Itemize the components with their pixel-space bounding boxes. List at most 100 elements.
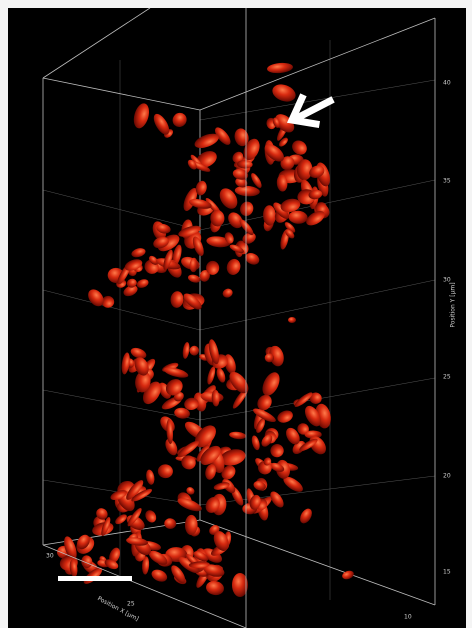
cell-blob xyxy=(205,464,216,480)
cell-blob xyxy=(309,165,325,178)
cell-blob xyxy=(285,229,295,239)
cell-blob xyxy=(239,219,254,236)
cell-blob xyxy=(124,259,143,271)
cell-blob xyxy=(163,367,189,378)
cell-blob xyxy=(134,357,149,376)
cell-blob xyxy=(213,482,230,490)
cell-blob xyxy=(166,419,173,445)
cell-blob xyxy=(131,248,146,258)
cell-blob xyxy=(243,138,260,161)
cell-blob xyxy=(264,144,284,162)
cell-blob xyxy=(148,255,159,265)
cell-blob xyxy=(165,379,183,396)
cell-blob xyxy=(187,274,201,283)
cell-blob xyxy=(189,257,198,273)
cell-blob xyxy=(272,84,296,102)
cell-blob xyxy=(133,103,150,129)
cell-blob xyxy=(232,169,249,180)
cell-blob xyxy=(174,407,190,419)
cell-blob xyxy=(142,556,150,575)
z-axis: 10 xyxy=(404,614,412,621)
y-tick-label: 20 xyxy=(443,473,451,480)
y-tick-label: 40 xyxy=(443,80,451,87)
cell-blob xyxy=(284,222,296,233)
cell-blob xyxy=(229,244,244,254)
cell-blob xyxy=(228,212,243,229)
cell-blob xyxy=(177,440,200,458)
cell-blob xyxy=(249,494,261,510)
cell-blob xyxy=(148,550,168,565)
cell-blob xyxy=(126,278,137,288)
cell-blob xyxy=(210,209,225,227)
cell-blob xyxy=(232,151,244,163)
cell-blob xyxy=(187,159,197,170)
cell-blob xyxy=(297,423,309,435)
cell-blob xyxy=(253,408,276,423)
cell-blob xyxy=(283,476,303,492)
cell-blob xyxy=(315,202,327,214)
cell-blob xyxy=(146,469,155,485)
cell-blob xyxy=(232,573,248,597)
cell-blob xyxy=(270,462,285,472)
cell-blob xyxy=(221,465,236,480)
cell-blob xyxy=(240,201,254,216)
box-edge xyxy=(42,7,151,79)
box-edge xyxy=(42,544,247,628)
cell-blob xyxy=(194,425,216,448)
cell-blob xyxy=(206,260,220,275)
cell-blob xyxy=(304,430,322,439)
cell-blob xyxy=(172,112,187,128)
y-tick-label: 30 xyxy=(443,277,451,284)
cell-blob xyxy=(206,236,231,248)
cell-blob xyxy=(257,394,272,411)
z-tick-label: 10 xyxy=(404,614,412,621)
cell-blob xyxy=(205,497,220,513)
cell-blob xyxy=(251,173,262,188)
cell-blob xyxy=(109,547,121,564)
cell-blob xyxy=(145,510,157,523)
cell-blob xyxy=(195,180,207,196)
cell-blob xyxy=(189,345,200,356)
cell-blob xyxy=(263,205,276,226)
cell-blob xyxy=(229,431,247,440)
cell-blob xyxy=(207,366,216,385)
cell-blob xyxy=(136,279,149,288)
cell-blob xyxy=(64,536,77,561)
cell-blob xyxy=(267,62,293,74)
cell-blob xyxy=(153,113,170,135)
cell-blob xyxy=(177,498,202,512)
cell-blob xyxy=(194,133,219,149)
cell-blob xyxy=(270,444,284,458)
cell-blob xyxy=(126,480,144,500)
cell-blob xyxy=(261,434,273,447)
cell-blob xyxy=(77,534,90,550)
cell-blob xyxy=(309,392,322,404)
x-tick-label: 30 xyxy=(46,553,54,560)
cell-blob xyxy=(300,508,312,524)
cell-blob xyxy=(151,569,168,582)
bounding-box-front xyxy=(42,8,247,628)
cell-blob xyxy=(115,514,127,525)
y-axis-label: Position Y [µm] xyxy=(450,282,457,327)
cell-blob xyxy=(192,236,204,257)
cell-blob xyxy=(288,210,308,224)
cell-blob xyxy=(208,339,220,365)
cell-blob xyxy=(245,253,260,265)
cell-blob xyxy=(237,160,253,169)
cell-blob xyxy=(184,397,199,411)
grid-line xyxy=(199,79,436,121)
cell-blob xyxy=(183,187,198,211)
cell-blob xyxy=(199,269,210,282)
cell-blob xyxy=(163,249,173,270)
cell-blob xyxy=(264,353,275,363)
grid-line xyxy=(42,189,201,231)
cell-blob xyxy=(215,127,231,145)
cell-blob xyxy=(135,370,151,393)
cell-blob xyxy=(263,457,272,466)
cell-blob xyxy=(188,561,210,569)
cell-blob xyxy=(165,438,178,456)
cell-blob xyxy=(222,288,233,298)
cell-blob xyxy=(101,517,111,537)
cell-blob xyxy=(88,289,104,307)
